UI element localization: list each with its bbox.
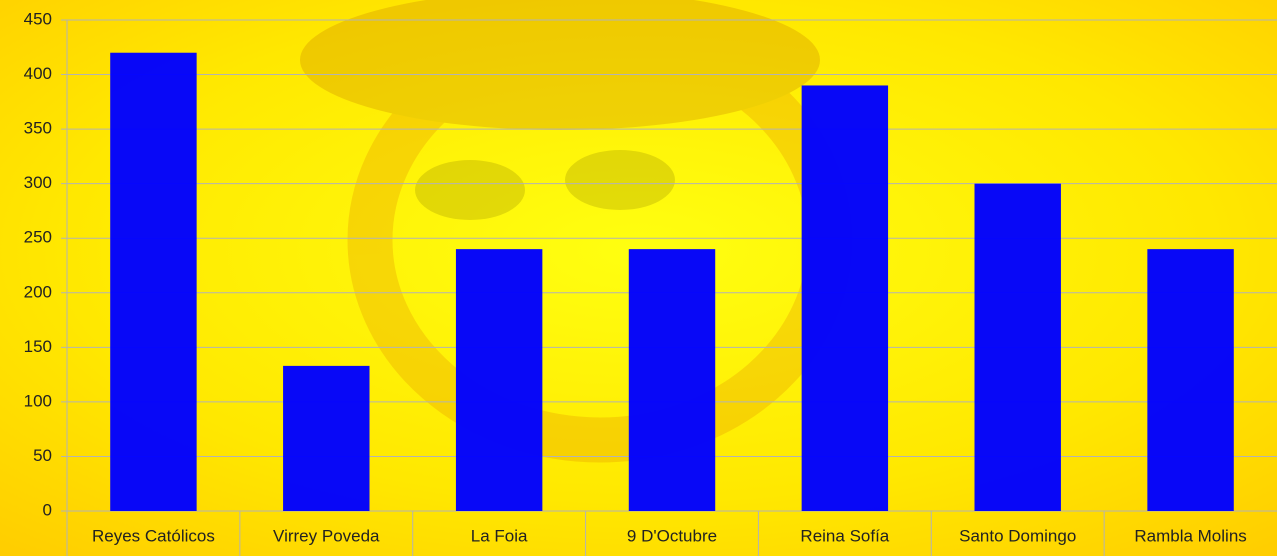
y-tick-label: 250 — [24, 228, 52, 247]
bar — [975, 184, 1061, 511]
bar — [110, 53, 196, 511]
x-tick-label: Reyes Católicos — [92, 526, 215, 545]
y-tick-label: 150 — [24, 337, 52, 356]
x-tick-label: Rambla Molins — [1134, 526, 1246, 545]
x-tick-label: La Foia — [471, 526, 528, 545]
bar — [629, 249, 715, 511]
y-tick-label: 350 — [24, 119, 52, 138]
y-tick-label: 100 — [24, 391, 52, 410]
x-tick-label: Reina Sofía — [800, 526, 889, 545]
y-tick-label: 400 — [24, 64, 52, 83]
y-tick-label: 450 — [24, 9, 52, 28]
bar — [283, 366, 369, 511]
x-tick-label: 9 D'Octubre — [627, 526, 717, 545]
page: 0 50 100 150 200 250 300 350 400 450 Reyes Católic… — [0, 0, 1277, 556]
x-tick-label: Virrey Poveda — [273, 526, 380, 545]
y-tick-label: 300 — [24, 173, 52, 192]
x-tick-label: Santo Domingo — [959, 526, 1076, 545]
bar — [456, 249, 542, 511]
bar — [802, 85, 888, 511]
bar — [1147, 249, 1233, 511]
y-tick-label: 50 — [33, 446, 52, 465]
chart: 0 50 100 150 200 250 300 350 400 450 Reyes Católic… — [0, 0, 1277, 556]
y-tick-label: 0 — [43, 500, 52, 519]
y-tick-label: 200 — [24, 282, 52, 301]
